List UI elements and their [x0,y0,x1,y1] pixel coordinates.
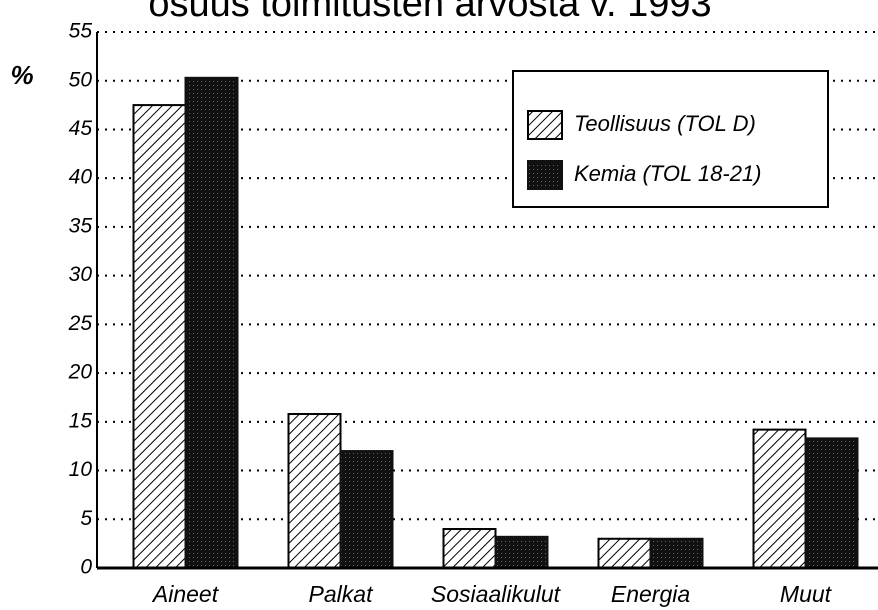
chart-title: osuus toimitusten arvosta v. 1993 [148,0,711,25]
legend-box [512,70,829,208]
x-tick-label: Muut [780,581,833,607]
y-tick-label: 15 [69,409,93,432]
y-tick-label: 10 [69,458,93,481]
legend-swatch [527,160,563,190]
bar [597,537,652,569]
y-tick-label: 45 [69,117,93,140]
bar [184,76,239,569]
bar [132,104,187,569]
bar [442,528,497,570]
y-tick-label: 30 [69,263,93,286]
x-tick-label: Energia [611,581,690,607]
x-tick-label: Palkat [309,581,375,607]
bar [804,437,859,570]
x-tick-label: Aineet [151,581,220,607]
y-tick-label: 20 [68,361,93,384]
y-tick-label: 55 [69,20,93,43]
y-tick-label: 35 [69,214,93,237]
legend-swatch [527,110,563,140]
bar [339,450,394,569]
y-axis-label: % [10,60,33,90]
y-tick-label: 0 [80,556,92,579]
legend-label: Teollisuus (TOL D) [574,111,756,136]
bar [287,413,342,569]
y-tick-label: 40 [69,166,93,189]
bar [649,537,704,569]
x-tick-label: Sosiaalikulut [431,581,562,607]
bar [752,428,807,569]
y-tick-label: 50 [69,68,93,91]
legend-label: Kemia (TOL 18-21) [574,161,762,186]
y-tick-label: 5 [80,507,92,530]
legend: Teollisuus (TOL D) Kemia (TOL 18-21) [512,70,829,208]
y-tick-label: 25 [68,312,93,335]
bar [494,535,549,570]
